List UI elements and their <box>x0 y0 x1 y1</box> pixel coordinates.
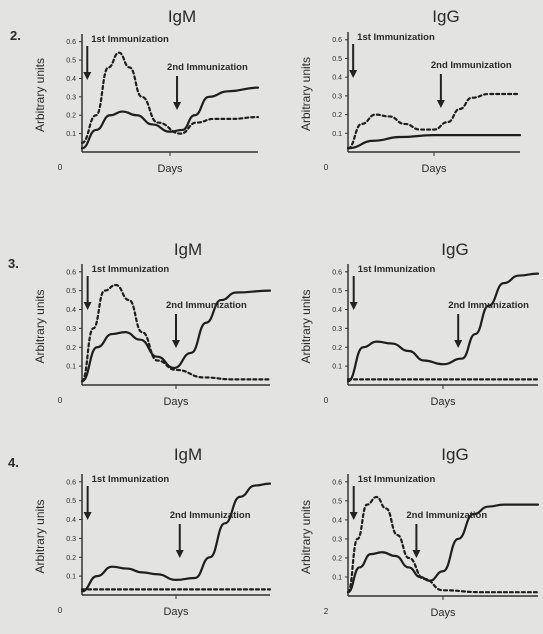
y-axis-label: Arbitrary units <box>299 500 313 574</box>
y-tick-label: 0.2 <box>332 555 342 562</box>
y-tick-label: 0.3 <box>332 326 342 333</box>
y-tick-label: 0.1 <box>66 131 76 138</box>
series-line-dashed <box>346 92 522 150</box>
x-axis-label: Days <box>157 163 183 175</box>
x-origin-label: 2 <box>324 607 329 616</box>
y-tick-label: 0.5 <box>66 58 76 65</box>
chart-panel-igg-4: IgG 0.6 0.5 0.4 0.3 0.2 0.1 Arbitrary units 0 Day… <box>299 240 540 408</box>
chart-title: IgM <box>168 7 196 26</box>
x-origin-label: 0 <box>324 396 329 405</box>
y-axis-label: Arbitrary units <box>299 289 313 363</box>
series-line-solid <box>80 289 272 383</box>
annotation-label: 2nd Immunization <box>406 510 487 521</box>
y-tick-label: 0.4 <box>66 517 76 524</box>
y-tick-label: 0.5 <box>66 288 76 295</box>
chart-title: IgG <box>441 445 468 464</box>
y-tick-label: 0.4 <box>332 517 342 524</box>
y-tick-label: 0.3 <box>66 536 76 543</box>
chart-title: IgG <box>432 7 459 26</box>
series-line-solid <box>346 272 540 383</box>
annotation-label: 1st Immunization <box>92 264 170 275</box>
y-tick-label: 0.1 <box>66 364 76 371</box>
y-axis-label: Arbitrary units <box>299 57 313 131</box>
y-tick-label: 0.1 <box>332 364 342 371</box>
x-axis-label: Days <box>421 163 447 175</box>
y-tick-label: 0.4 <box>332 75 342 82</box>
y-tick-label: 0.5 <box>332 288 342 295</box>
annotation-label: 2nd Immunization <box>431 60 512 71</box>
annotation-label: 1st Immunization <box>92 474 170 485</box>
annotation-label: 1st Immunization <box>357 32 435 43</box>
row-number: 2. <box>10 28 21 43</box>
chart-panel-igm-3: IgM 0.6 0.5 0.4 0.3 0.2 0.1 Arbitrary units 0 Day… <box>33 240 272 408</box>
y-tick-label: 0.6 <box>66 269 76 276</box>
y-tick-label: 0.6 <box>66 479 76 486</box>
annotation-label: 2nd Immunization <box>167 62 248 73</box>
x-origin-label: 0 <box>324 163 329 172</box>
chart-title: IgG <box>441 240 468 259</box>
chart-panel-igg-6: IgG 0.6 0.5 0.4 0.3 0.2 0.1 Arbitrary units 2 Day… <box>299 445 540 619</box>
annotation-label: 1st Immunization <box>91 34 169 45</box>
series-line-dashed <box>80 283 272 383</box>
y-tick-label: 0.3 <box>66 326 76 333</box>
y-tick-label: 0.4 <box>66 76 76 83</box>
series-line-solid <box>346 134 522 150</box>
x-origin-label: 0 <box>58 606 63 615</box>
y-tick-label: 0.6 <box>332 269 342 276</box>
x-axis-label: Days <box>430 396 456 408</box>
y-tick-label: 0.6 <box>332 479 342 486</box>
x-axis-label: Days <box>163 396 189 408</box>
annotation-label: 2nd Immunization <box>170 510 251 521</box>
series-line-dashed <box>346 495 540 594</box>
y-tick-label: 0.1 <box>332 131 342 138</box>
row-number: 3. <box>8 256 19 271</box>
chart-panel-igg-2: IgG 0.6 0.5 0.4 0.3 0.2 0.1 Arbitrary units 0 Day… <box>299 7 522 175</box>
y-tick-label: 0.2 <box>66 113 76 120</box>
y-axis-label: Arbitrary units <box>33 499 47 573</box>
y-tick-label: 0.5 <box>66 498 76 505</box>
chart-title: IgM <box>174 445 202 464</box>
y-tick-label: 0.1 <box>66 574 76 581</box>
y-tick-label: 0.2 <box>66 345 76 352</box>
y-axis-label: Arbitrary units <box>33 289 47 363</box>
annotation-label: 2nd Immunization <box>166 300 247 311</box>
y-tick-label: 0.3 <box>332 93 342 100</box>
y-tick-label: 0.2 <box>332 345 342 352</box>
x-origin-label: 0 <box>58 396 63 405</box>
chart-title: IgM <box>174 240 202 259</box>
y-tick-label: 0.4 <box>332 307 342 314</box>
y-tick-label: 0.3 <box>332 536 342 543</box>
y-tick-label: 0.2 <box>332 112 342 119</box>
x-axis-label: Days <box>163 606 189 618</box>
series-line-solid <box>80 482 272 593</box>
y-tick-label: 0.6 <box>66 39 76 46</box>
x-origin-label: 0 <box>58 163 63 172</box>
y-tick-label: 0.3 <box>66 94 76 101</box>
y-axis-label: Arbitrary units <box>33 58 47 132</box>
annotation-label: 1st Immunization <box>358 264 436 275</box>
series-line-solid <box>80 86 260 150</box>
y-tick-label: 0.6 <box>332 37 342 44</box>
y-tick-label: 0.2 <box>66 555 76 562</box>
y-tick-label: 0.5 <box>332 498 342 505</box>
annotation-label: 2nd Immunization <box>448 300 529 311</box>
row-number: 4. <box>8 455 19 470</box>
y-tick-label: 0.4 <box>66 307 76 314</box>
x-axis-label: Days <box>430 607 456 619</box>
y-tick-label: 0.5 <box>332 56 342 63</box>
y-tick-label: 0.1 <box>332 574 342 581</box>
chart-panel-igm-5: IgM 0.6 0.5 0.4 0.3 0.2 0.1 Arbitrary units 0 Day… <box>33 445 272 618</box>
series-line-dashed <box>80 51 260 144</box>
annotation-label: 1st Immunization <box>358 474 436 485</box>
series-line-solid <box>346 503 540 594</box>
chart-panel-igm-1: IgM 0.6 0.5 0.4 0.3 0.2 0.1 Arbitrary units 0 Day… <box>33 7 260 175</box>
